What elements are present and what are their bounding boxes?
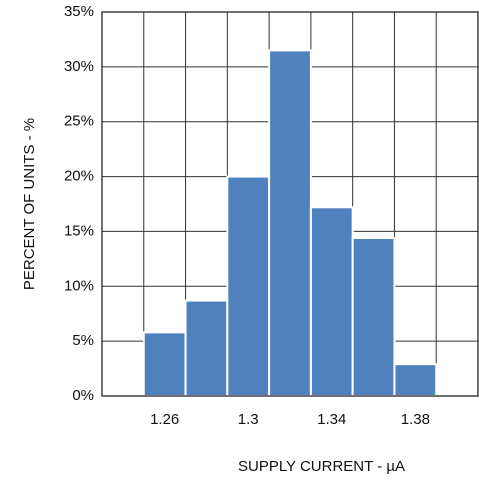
y-tick-label: 5% bbox=[72, 332, 94, 349]
y-tick-label: 25% bbox=[64, 113, 94, 130]
bar bbox=[309, 206, 354, 397]
x-axis-label: SUPPLY CURRENT - µA bbox=[238, 458, 405, 475]
x-tick-label: 1.26 bbox=[150, 411, 179, 428]
bar bbox=[268, 49, 312, 398]
x-tick-label: 1.3 bbox=[238, 411, 259, 428]
y-axis-label: PERCENT OF UNITS - % bbox=[21, 118, 38, 290]
x-tick-label: 1.34 bbox=[317, 411, 346, 428]
y-tick-label: 35% bbox=[64, 3, 94, 20]
y-tick-label: 10% bbox=[64, 277, 94, 294]
y-tick-label: 0% bbox=[72, 387, 94, 404]
bar bbox=[142, 331, 187, 398]
x-tick-label: 1.38 bbox=[401, 411, 430, 428]
y-tick-label: 30% bbox=[64, 58, 94, 75]
bar bbox=[351, 237, 396, 397]
y-tick-label: 20% bbox=[64, 168, 94, 185]
bar bbox=[184, 299, 229, 398]
y-tick-label: 15% bbox=[64, 222, 94, 239]
bar bbox=[226, 175, 271, 397]
plot-frame bbox=[101, 11, 479, 397]
bar bbox=[393, 363, 438, 398]
